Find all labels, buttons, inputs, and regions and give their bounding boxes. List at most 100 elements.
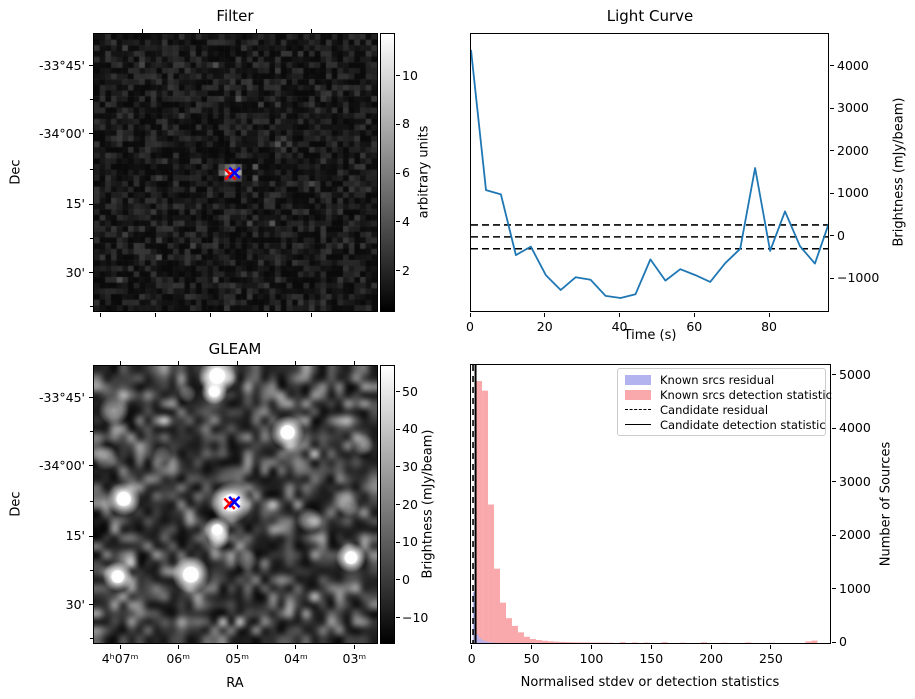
tick-mark bbox=[210, 313, 212, 317]
detection-stat-bar bbox=[506, 618, 512, 643]
legend-swatch-residual bbox=[625, 375, 651, 386]
tick-mark bbox=[89, 397, 93, 399]
gleam-ra-label: RA bbox=[226, 676, 244, 691]
tick-label: 80 bbox=[761, 319, 777, 334]
tick-mark bbox=[396, 617, 400, 619]
tick-mark bbox=[396, 391, 400, 393]
legend-item-known-detection: Known srcs detection statistic bbox=[625, 388, 832, 403]
tick-label: 60 bbox=[686, 319, 703, 334]
tick-mark bbox=[119, 361, 121, 365]
tick-mark bbox=[590, 645, 592, 649]
detection-stat-bar bbox=[541, 640, 548, 643]
tick-mark bbox=[90, 99, 93, 101]
tick-mark bbox=[650, 645, 652, 649]
tick-label: 30 bbox=[402, 458, 418, 474]
light-curve-panel bbox=[470, 33, 829, 312]
tick-mark bbox=[99, 313, 101, 317]
tick-label: 10 bbox=[402, 534, 418, 550]
tick-label: -33°45' bbox=[38, 57, 85, 73]
tick-label: 03ᵐ bbox=[342, 651, 367, 666]
legend-solid-line-icon bbox=[625, 424, 651, 426]
residual-bar bbox=[475, 634, 479, 643]
tick-mark bbox=[768, 313, 770, 317]
tick-mark bbox=[832, 427, 836, 429]
tick-mark bbox=[396, 75, 400, 77]
tick-mark bbox=[832, 374, 836, 376]
detection-stat-bar bbox=[547, 641, 554, 643]
detection-stat-bar bbox=[535, 640, 542, 643]
histogram-xlabel: Normalised stdev or detection statistics bbox=[520, 675, 780, 690]
tick-mark bbox=[531, 645, 533, 649]
tick-label: 4 bbox=[402, 213, 410, 229]
tick-mark bbox=[177, 645, 179, 649]
tick-mark bbox=[353, 645, 355, 649]
tick-label: 0 bbox=[402, 571, 410, 587]
tick-mark bbox=[832, 481, 836, 483]
tick-mark bbox=[89, 535, 93, 537]
tick-mark bbox=[295, 645, 297, 649]
detection-stat-bar bbox=[523, 636, 530, 643]
detection-stat-bar bbox=[494, 568, 501, 643]
dashed-line-sample bbox=[625, 409, 651, 411]
tick-label: 1000 bbox=[839, 580, 871, 596]
legend: Known srcs residual Known srcs detection… bbox=[617, 368, 832, 436]
tick-label: 3000 bbox=[837, 100, 869, 116]
detection-stat-bar bbox=[583, 642, 590, 643]
tick-mark bbox=[90, 569, 93, 571]
tick-label: 150 bbox=[639, 651, 664, 666]
tick-mark bbox=[119, 645, 121, 649]
detection-stat-bar bbox=[488, 504, 495, 643]
residual-bar bbox=[487, 642, 491, 643]
light-curve-ylabel: Brightness (mJy/beam) bbox=[891, 97, 907, 247]
tick-mark bbox=[830, 107, 834, 109]
tick-mark bbox=[396, 466, 400, 468]
detection-stat-bar bbox=[701, 642, 708, 643]
detection-stat-bar bbox=[482, 390, 489, 643]
tick-mark bbox=[544, 313, 546, 317]
tick-label: 15' bbox=[65, 196, 85, 212]
tick-mark bbox=[154, 313, 156, 317]
tick-label: 2 bbox=[402, 262, 410, 278]
tick-label: -34°00' bbox=[38, 457, 85, 473]
tick-label: 250 bbox=[759, 651, 783, 666]
tick-label: 2000 bbox=[837, 142, 869, 158]
tick-mark bbox=[830, 277, 834, 279]
tick-mark bbox=[396, 541, 400, 543]
tick-mark bbox=[832, 641, 836, 643]
residual-bar bbox=[472, 592, 476, 643]
detection-stat-bar bbox=[529, 639, 536, 643]
tick-label: 06ᵐ bbox=[166, 651, 191, 666]
legend-label: Known srcs residual bbox=[660, 373, 775, 388]
gleam-dec-label: Dec bbox=[8, 491, 24, 517]
tick-mark bbox=[832, 534, 836, 536]
tick-mark bbox=[198, 29, 200, 33]
tick-mark bbox=[90, 500, 93, 502]
histogram-plot bbox=[472, 365, 818, 643]
tick-mark bbox=[396, 270, 400, 272]
tick-label: 0 bbox=[839, 634, 847, 649]
detection-stat-bar bbox=[577, 642, 584, 643]
legend-swatch-detection bbox=[625, 390, 651, 401]
tick-label: 200 bbox=[699, 651, 724, 666]
residual-bar bbox=[478, 638, 482, 643]
tick-label: 8 bbox=[402, 116, 410, 132]
legend-dashed-line-icon bbox=[625, 409, 651, 411]
legend-item-candidate-residual: Candidate residual bbox=[625, 403, 818, 418]
tick-label: 50 bbox=[523, 651, 540, 666]
filter-title: Filter bbox=[216, 7, 254, 25]
tick-label: 3000 bbox=[839, 473, 871, 489]
tick-mark bbox=[619, 313, 621, 317]
tick-label: 0 bbox=[837, 227, 845, 243]
tick-mark bbox=[90, 638, 93, 640]
tick-mark bbox=[295, 361, 297, 365]
tick-mark bbox=[89, 133, 93, 135]
tick-label: 0 bbox=[466, 319, 474, 334]
tick-mark bbox=[89, 203, 93, 205]
tick-mark bbox=[830, 150, 834, 152]
tick-mark bbox=[89, 65, 93, 67]
tick-mark bbox=[236, 645, 238, 649]
detection-stat-bar bbox=[553, 641, 560, 643]
tick-mark bbox=[89, 604, 93, 606]
gleam-markers bbox=[223, 495, 241, 510]
tick-label: 4ʰ07ᵐ bbox=[101, 651, 139, 666]
